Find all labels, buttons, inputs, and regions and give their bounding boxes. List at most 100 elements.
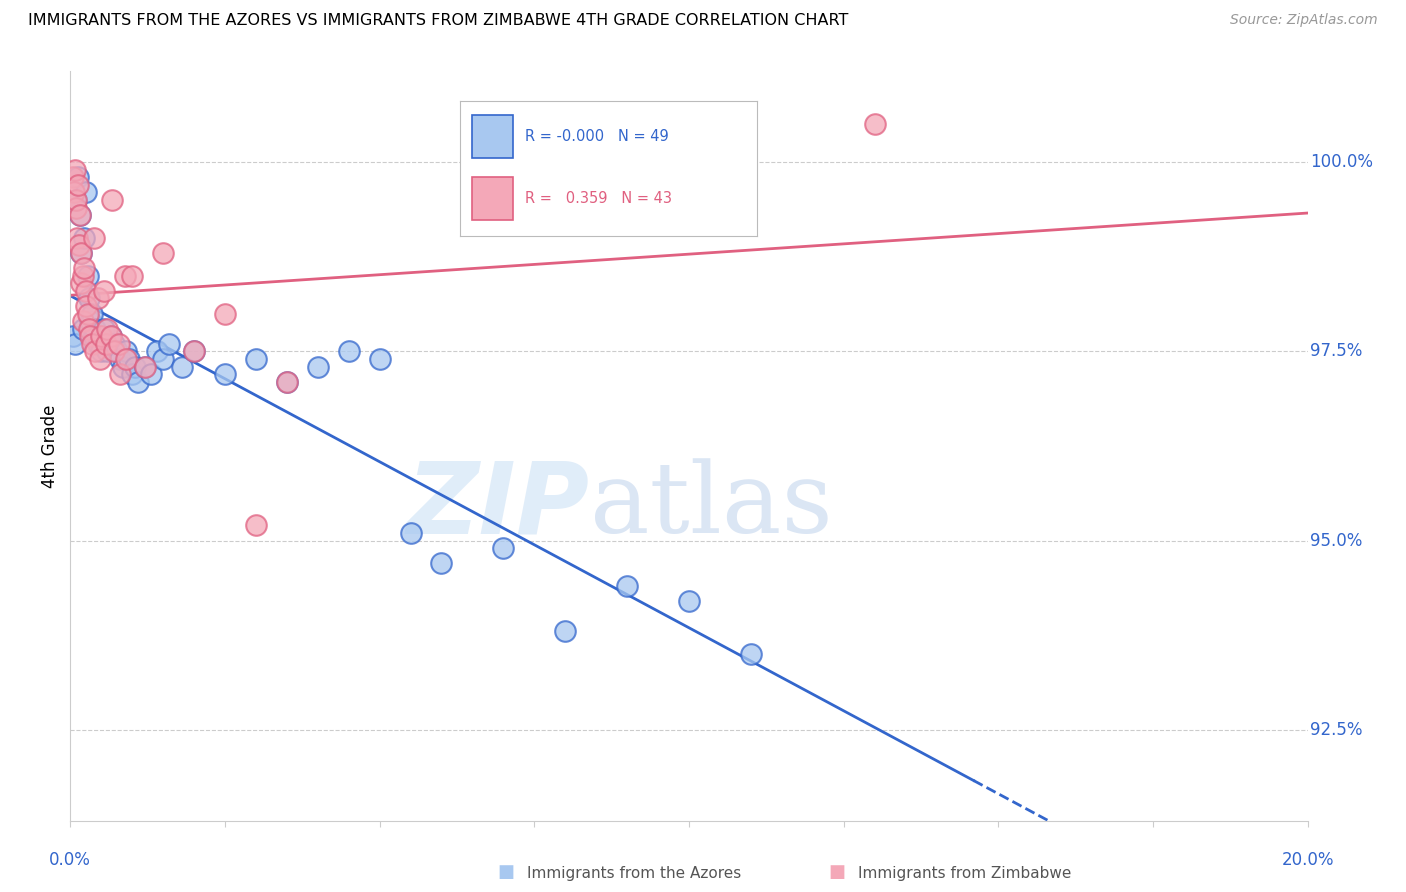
Point bbox=[492, 541, 515, 556]
Point bbox=[69, 208, 91, 222]
Text: ■: ■ bbox=[498, 863, 515, 881]
Point bbox=[65, 336, 87, 351]
Point bbox=[90, 329, 112, 343]
Y-axis label: 4th Grade: 4th Grade bbox=[41, 404, 59, 488]
Point bbox=[80, 307, 103, 321]
Point bbox=[63, 186, 86, 200]
Point bbox=[134, 359, 156, 374]
Text: Source: ZipAtlas.com: Source: ZipAtlas.com bbox=[1230, 13, 1378, 28]
Point bbox=[245, 518, 267, 533]
Text: Immigrants from Zimbabwe: Immigrants from Zimbabwe bbox=[858, 866, 1071, 881]
Point bbox=[100, 329, 122, 343]
Text: ■: ■ bbox=[828, 863, 845, 881]
Point bbox=[96, 321, 118, 335]
Point bbox=[740, 647, 762, 661]
Point bbox=[276, 375, 298, 389]
Point bbox=[127, 375, 149, 389]
Point bbox=[76, 268, 98, 283]
Point bbox=[76, 307, 98, 321]
Point bbox=[863, 117, 886, 131]
Point bbox=[121, 367, 143, 381]
Point bbox=[67, 238, 90, 252]
Point bbox=[103, 336, 125, 351]
Point bbox=[134, 359, 156, 374]
Point bbox=[62, 329, 84, 343]
Text: atlas: atlas bbox=[591, 458, 832, 554]
Point bbox=[108, 367, 131, 381]
Point bbox=[70, 246, 93, 260]
Point bbox=[79, 329, 101, 343]
Point bbox=[72, 314, 94, 328]
Point bbox=[307, 359, 329, 374]
Point bbox=[101, 193, 124, 207]
Point bbox=[65, 201, 87, 215]
Point bbox=[90, 344, 112, 359]
Point bbox=[368, 351, 391, 366]
Text: 100.0%: 100.0% bbox=[1310, 153, 1374, 171]
Point bbox=[157, 336, 180, 351]
Point bbox=[245, 351, 267, 366]
Point bbox=[83, 329, 105, 343]
Point bbox=[276, 375, 298, 389]
Text: IMMIGRANTS FROM THE AZORES VS IMMIGRANTS FROM ZIMBABWE 4TH GRADE CORRELATION CHA: IMMIGRANTS FROM THE AZORES VS IMMIGRANTS… bbox=[28, 13, 848, 29]
Point bbox=[93, 321, 115, 335]
Point bbox=[66, 178, 89, 192]
Point bbox=[100, 329, 122, 343]
Point bbox=[65, 193, 87, 207]
Point bbox=[170, 359, 193, 374]
Point bbox=[66, 231, 89, 245]
Point bbox=[69, 208, 91, 222]
Point bbox=[87, 336, 110, 351]
Point bbox=[65, 162, 87, 177]
Point bbox=[111, 359, 134, 374]
Text: Immigrants from the Azores: Immigrants from the Azores bbox=[527, 866, 741, 881]
Point bbox=[108, 351, 131, 366]
Point bbox=[616, 579, 638, 593]
Point bbox=[430, 557, 453, 571]
Point bbox=[84, 321, 107, 335]
Point bbox=[399, 526, 422, 541]
Point bbox=[115, 351, 138, 366]
Point bbox=[115, 344, 138, 359]
Point bbox=[80, 336, 103, 351]
Text: 92.5%: 92.5% bbox=[1310, 721, 1362, 739]
Point bbox=[77, 292, 100, 306]
Point bbox=[65, 193, 87, 207]
Point bbox=[79, 314, 101, 328]
Point bbox=[89, 351, 111, 366]
Point bbox=[72, 268, 94, 283]
Point bbox=[83, 231, 105, 245]
Point bbox=[118, 351, 141, 366]
Point bbox=[678, 594, 700, 608]
Point bbox=[73, 261, 96, 276]
Point bbox=[75, 284, 97, 298]
Point bbox=[73, 231, 96, 245]
Point bbox=[66, 170, 89, 185]
Point bbox=[96, 336, 118, 351]
Point bbox=[214, 307, 236, 321]
Point bbox=[183, 344, 205, 359]
Point bbox=[70, 246, 93, 260]
Point bbox=[146, 344, 169, 359]
Point bbox=[69, 277, 91, 291]
Point bbox=[337, 344, 360, 359]
Point bbox=[139, 367, 162, 381]
Point bbox=[62, 170, 84, 185]
Point bbox=[183, 344, 205, 359]
Point bbox=[107, 336, 129, 351]
Point bbox=[114, 268, 136, 283]
Point bbox=[103, 344, 125, 359]
Point bbox=[214, 367, 236, 381]
Point bbox=[554, 624, 576, 639]
Point bbox=[105, 344, 128, 359]
Text: 20.0%: 20.0% bbox=[1281, 851, 1334, 869]
Point bbox=[93, 284, 115, 298]
Point bbox=[96, 344, 118, 359]
Point bbox=[75, 186, 97, 200]
Text: 0.0%: 0.0% bbox=[49, 851, 91, 869]
Point bbox=[72, 321, 94, 335]
Point bbox=[87, 292, 110, 306]
Text: 97.5%: 97.5% bbox=[1310, 343, 1362, 360]
Point bbox=[77, 321, 100, 335]
Point bbox=[121, 268, 143, 283]
